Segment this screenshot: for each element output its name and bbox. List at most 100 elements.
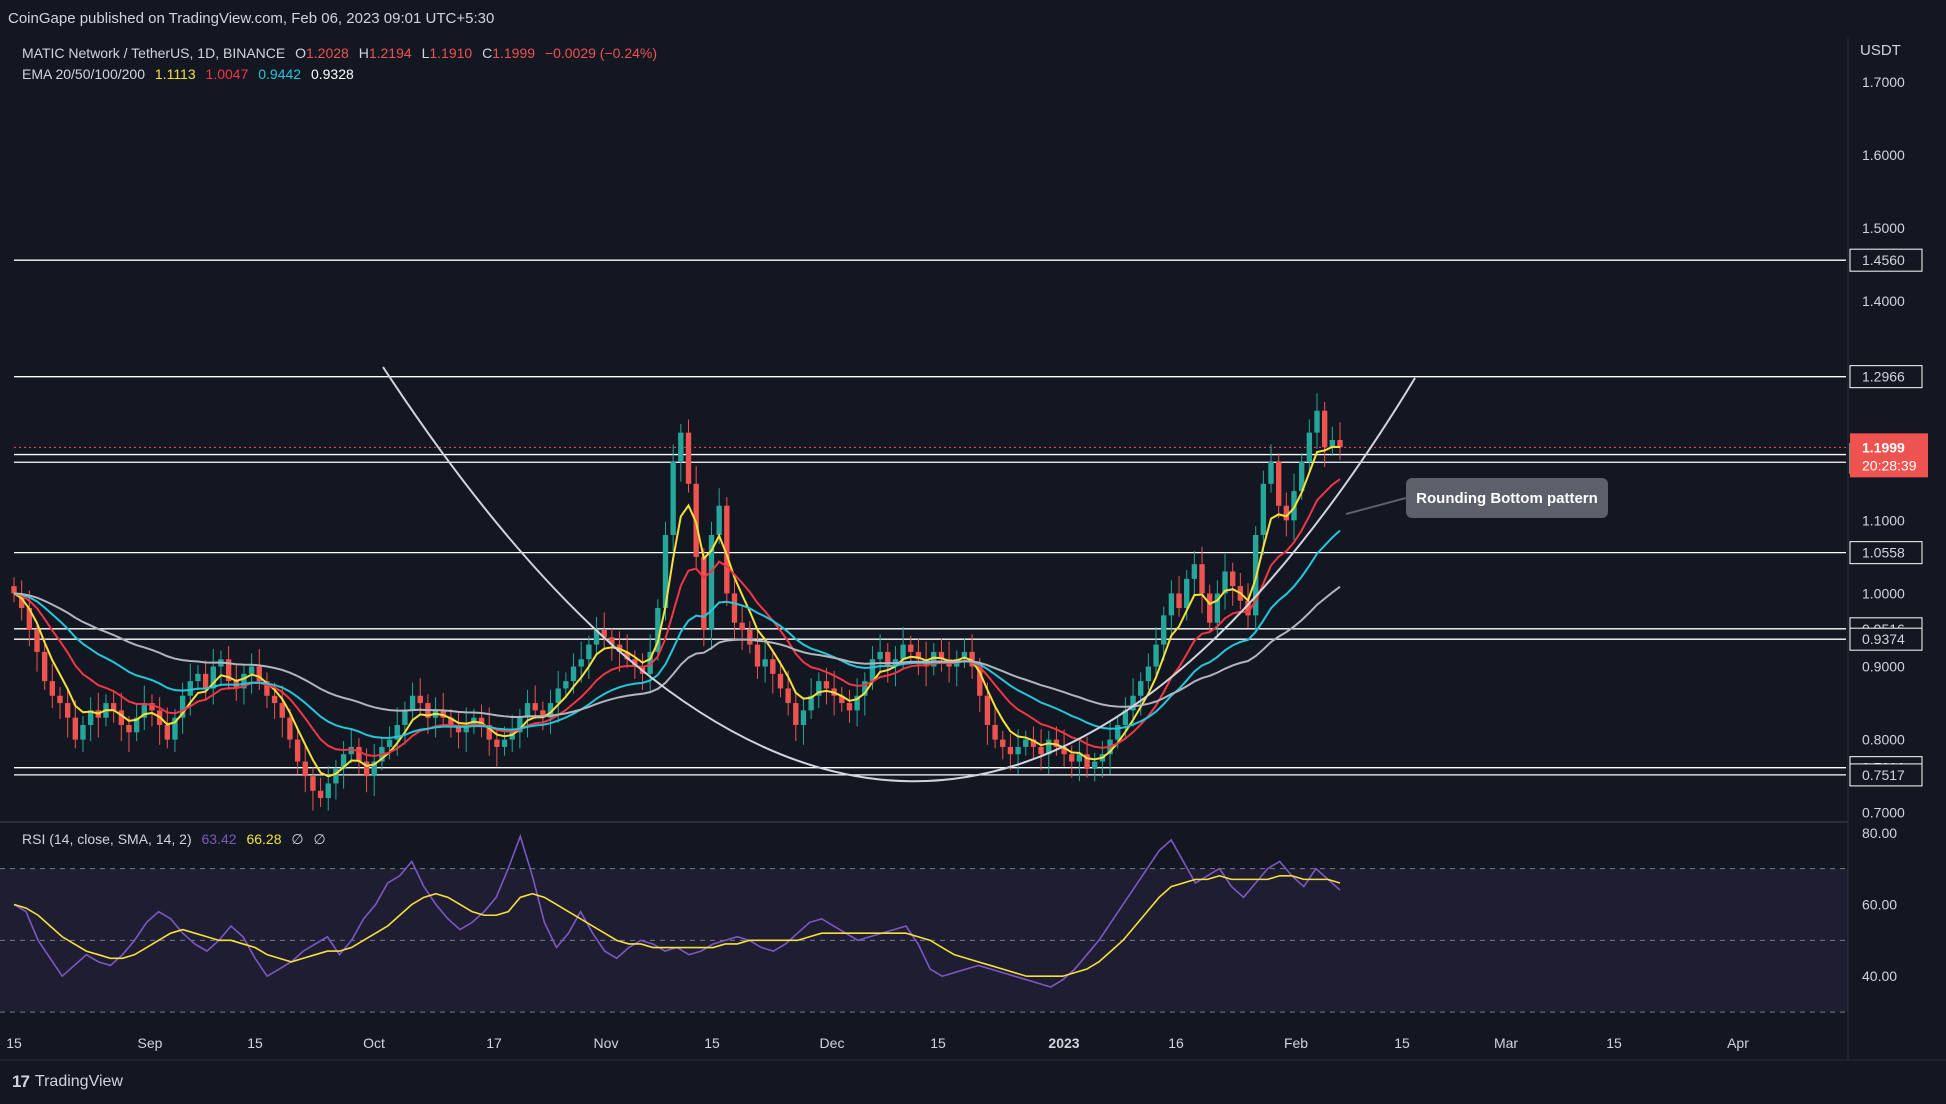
candle-body-28 — [225, 659, 232, 682]
candle-body-77 — [601, 629, 607, 638]
candle-body-117 — [908, 644, 914, 652]
level-label-box-4 — [1849, 541, 1923, 565]
candle-body-51 — [402, 710, 408, 725]
candle-body-43 — [340, 754, 347, 769]
candle-body-116 — [900, 644, 906, 660]
candle-body-110 — [854, 695, 860, 711]
candle-body-130 — [1007, 746, 1014, 755]
level-label-1: 1.2966 — [1862, 369, 1905, 385]
candle-body-69 — [540, 710, 546, 718]
candle-body-9 — [80, 724, 86, 740]
candle-body-31 — [248, 666, 255, 674]
candle-body-170 — [1314, 410, 1320, 433]
candle-body-148 — [1145, 666, 1152, 682]
time-tick-7: Dec — [820, 1035, 845, 1051]
candle-body-84 — [655, 608, 661, 652]
ohlc-open: O1.2028 — [295, 45, 349, 61]
candle-body-94 — [731, 593, 738, 623]
level-label-box-0 — [1849, 248, 1923, 272]
candle-body-109 — [846, 703, 853, 711]
candle-body-0 — [11, 586, 17, 594]
candle-body-68 — [532, 703, 538, 711]
candle-body-56 — [440, 710, 446, 718]
candle-body-133 — [1030, 739, 1037, 747]
candle-body-4 — [41, 651, 48, 682]
candle-body-87 — [678, 432, 684, 462]
published-caption: CoinGape published on TradingView.com, F… — [8, 10, 495, 27]
price-tick-2: 1.5000 — [1862, 220, 1905, 236]
candle-body-118 — [915, 651, 922, 660]
candle-body-41 — [325, 783, 331, 799]
candle-body-124 — [961, 651, 968, 660]
candle-body-150 — [1161, 615, 1167, 645]
candle-body-71 — [555, 688, 561, 704]
rsi-extra-2: ∅ — [313, 831, 326, 847]
candle-body-52 — [409, 695, 416, 711]
rsi-label[interactable]: RSI (14, close, SMA, 14, 2) — [22, 831, 192, 847]
candle-body-149 — [1153, 644, 1159, 667]
candle-body-126 — [977, 666, 983, 696]
candle-body-86 — [670, 461, 676, 535]
ema20-line — [13, 445, 1341, 778]
candle-body-93 — [724, 505, 730, 594]
candle-body-46 — [363, 761, 370, 777]
candle-body-125 — [969, 651, 975, 667]
candle-body-18 — [149, 703, 155, 711]
candle-body-138 — [1069, 754, 1075, 762]
ohlc-open-value: 1.2028 — [306, 45, 349, 61]
candle-body-136 — [1053, 739, 1060, 747]
time-tick-10: 16 — [1168, 1035, 1184, 1051]
candle-body-113 — [877, 651, 883, 660]
candle-body-146 — [1130, 695, 1136, 711]
candle-body-156 — [1207, 593, 1213, 623]
candle-body-80 — [624, 651, 630, 660]
candle-body-23 — [187, 681, 193, 696]
tradingview-wordmark: TradingView — [34, 1073, 123, 1090]
candle-body-134 — [1038, 746, 1044, 755]
candle-body-72 — [563, 681, 569, 689]
time-tick-0: 15 — [6, 1035, 22, 1051]
candle-body-100 — [777, 673, 784, 689]
candle-body-64 — [501, 739, 508, 747]
candle-body-112 — [869, 659, 876, 682]
candle-body-152 — [1176, 593, 1182, 609]
candle-body-103 — [800, 710, 807, 725]
candle-body-16 — [133, 717, 140, 733]
candle-body-62 — [486, 724, 492, 740]
candle-body-26 — [210, 666, 216, 689]
price-tick-10: 0.7000 — [1862, 805, 1905, 821]
ohlc-high-label: H — [358, 45, 369, 61]
ema-legend: EMA 20/50/100/200 1.1113 1.0047 0.9442 0… — [22, 66, 360, 82]
candle-body-171 — [1321, 410, 1328, 448]
symbol-name[interactable]: MATIC Network / TetherUS, 1D, BINANCE — [22, 45, 286, 61]
candle-body-67 — [524, 703, 531, 718]
ohlc-low-value: 1.1910 — [429, 45, 473, 61]
time-tick-5: Nov — [594, 1035, 619, 1051]
rsi-extra-1: ∅ — [291, 831, 304, 847]
candle-body-98 — [762, 659, 768, 667]
rsi-value: 63.42 — [201, 831, 237, 847]
price-tick-0: 1.7000 — [1862, 74, 1905, 90]
candle-body-2 — [26, 608, 33, 630]
price-tick-8: 0.9000 — [1862, 659, 1905, 675]
candle-body-15 — [126, 724, 132, 733]
ema-label[interactable]: EMA 20/50/100/200 — [22, 66, 145, 82]
candle-body-114 — [885, 651, 891, 667]
candle-body-88 — [685, 432, 692, 484]
candle-body-99 — [770, 659, 776, 674]
tradingview-logo[interactable]: 17 TradingView — [12, 1072, 123, 1092]
candle-body-7 — [64, 703, 71, 718]
level-label-box-1 — [1849, 365, 1923, 389]
ohlc-close-value: 1.1999 — [492, 45, 536, 61]
candle-body-141 — [1092, 761, 1098, 769]
rounding-bottom-annotation[interactable]: Rounding Bottom pattern — [1406, 478, 1608, 518]
candle-body-78 — [609, 637, 615, 645]
level-label-box-6 — [1849, 627, 1923, 651]
candle-body-81 — [632, 659, 638, 667]
candle-body-17 — [141, 703, 147, 718]
time-tick-15: Apr — [1727, 1035, 1749, 1051]
candle-body-5 — [49, 681, 56, 696]
rsi-tick-1: 60.00 — [1862, 896, 1897, 912]
ohlc-low-label: L — [421, 45, 430, 61]
